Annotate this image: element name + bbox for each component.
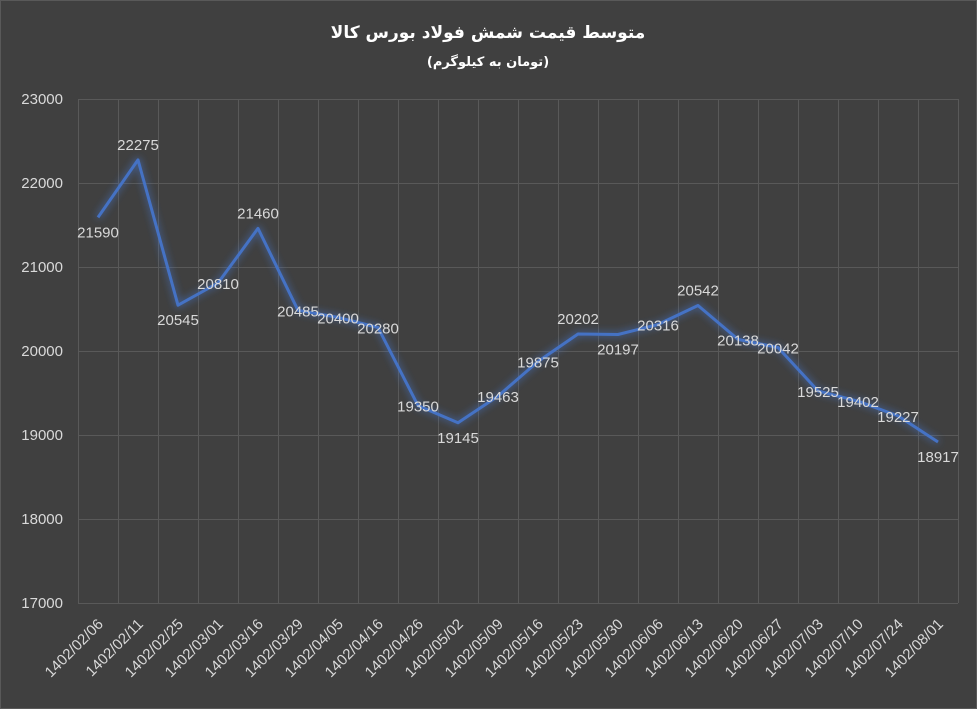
data-label: 20485	[277, 303, 319, 320]
data-label: 20810	[197, 276, 239, 293]
y-tick-label: 23000	[21, 91, 63, 108]
data-label: 21590	[77, 224, 119, 241]
data-label: 19350	[397, 399, 439, 416]
data-label: 20542	[677, 282, 719, 299]
gridlines	[78, 99, 959, 604]
chart-subtitle: (تومان به کیلوگرم)	[427, 54, 549, 70]
y-axis-ticks: 17000 18000 19000 20000 21000 22000 23000	[21, 91, 63, 612]
series-line	[96, 158, 939, 444]
data-label: 18917	[917, 449, 959, 466]
data-label: 20197	[597, 341, 639, 358]
data-label: 20138	[717, 332, 759, 349]
series-line-group	[96, 158, 939, 444]
data-label: 20280	[357, 320, 399, 337]
data-label: 19463	[477, 389, 519, 406]
y-tick-label: 20000	[21, 343, 63, 360]
data-label: 20400	[317, 310, 359, 327]
y-tick-label: 21000	[21, 259, 63, 276]
data-label: 20042	[757, 340, 799, 357]
data-labels: 21590 22275 20545 20810 21460 204852040020280…	[77, 137, 959, 466]
data-label: 19402	[837, 394, 879, 411]
data-label: 20316	[637, 317, 679, 334]
data-label: 19525	[797, 384, 839, 401]
data-label: 21460	[237, 205, 279, 222]
data-label: 20545	[157, 312, 199, 329]
y-tick-label: 17000	[21, 595, 63, 612]
y-tick-label: 18000	[21, 511, 63, 528]
data-label: 19875	[517, 355, 559, 372]
y-tick-label: 22000	[21, 175, 63, 192]
data-label: 22275	[117, 137, 159, 154]
data-label: 20202	[557, 311, 599, 328]
data-label: 19227	[877, 409, 919, 426]
y-tick-label: 19000	[21, 427, 63, 444]
data-label: 19145	[437, 430, 479, 447]
chart-title: متوسط قیمت شمش فولاد بورس کالا	[331, 23, 646, 43]
